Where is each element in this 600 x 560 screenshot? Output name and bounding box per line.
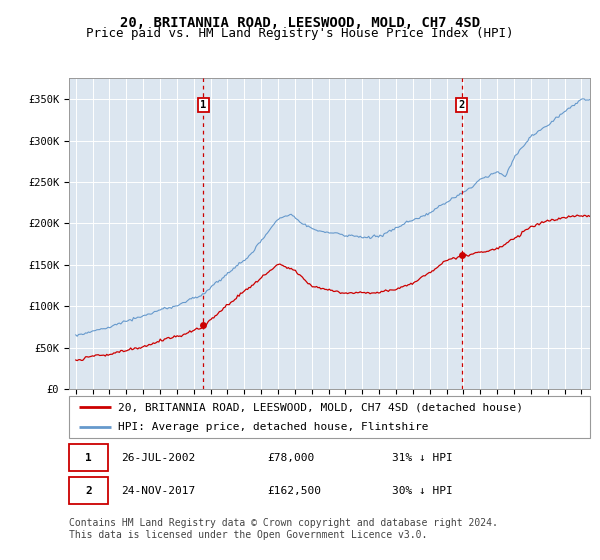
Text: £78,000: £78,000 [267, 453, 314, 463]
Text: 26-JUL-2002: 26-JUL-2002 [121, 453, 196, 463]
Text: 1: 1 [85, 453, 92, 463]
Text: 31% ↓ HPI: 31% ↓ HPI [392, 453, 452, 463]
FancyBboxPatch shape [69, 477, 108, 504]
Text: HPI: Average price, detached house, Flintshire: HPI: Average price, detached house, Flin… [118, 422, 429, 432]
Text: £162,500: £162,500 [267, 486, 321, 496]
Text: 2: 2 [458, 100, 465, 110]
Text: 20, BRITANNIA ROAD, LEESWOOD, MOLD, CH7 4SD (detached house): 20, BRITANNIA ROAD, LEESWOOD, MOLD, CH7 … [118, 402, 523, 412]
Text: 2: 2 [85, 486, 92, 496]
Text: 20, BRITANNIA ROAD, LEESWOOD, MOLD, CH7 4SD: 20, BRITANNIA ROAD, LEESWOOD, MOLD, CH7 … [120, 16, 480, 30]
Text: Contains HM Land Registry data © Crown copyright and database right 2024.
This d: Contains HM Land Registry data © Crown c… [69, 518, 498, 540]
FancyBboxPatch shape [69, 445, 108, 472]
Text: Price paid vs. HM Land Registry's House Price Index (HPI): Price paid vs. HM Land Registry's House … [86, 27, 514, 40]
Text: 1: 1 [200, 100, 206, 110]
Text: 24-NOV-2017: 24-NOV-2017 [121, 486, 196, 496]
Text: 30% ↓ HPI: 30% ↓ HPI [392, 486, 452, 496]
